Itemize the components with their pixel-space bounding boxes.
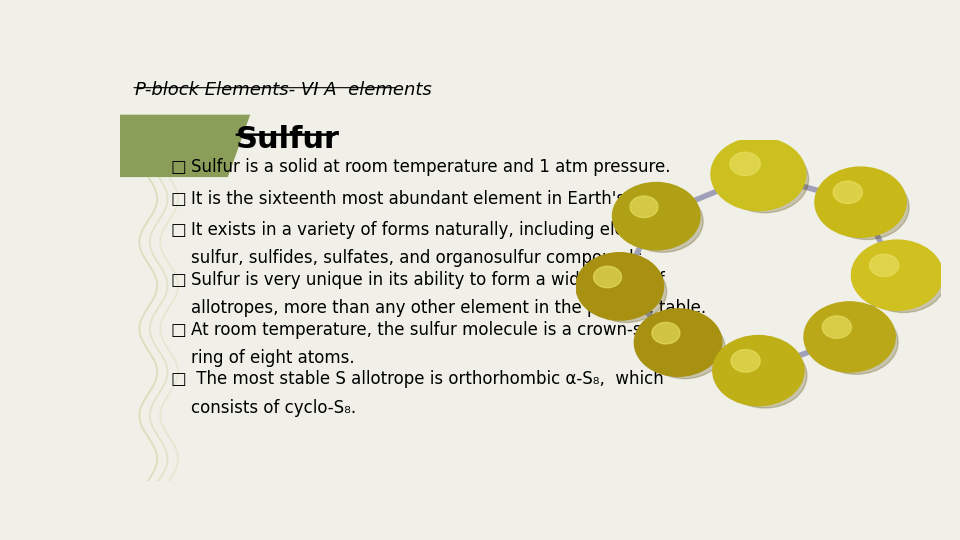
Circle shape	[711, 138, 805, 211]
Circle shape	[822, 316, 852, 339]
Text: allotropes, more than any other element in the periodic table.: allotropes, more than any other element …	[191, 299, 706, 317]
Circle shape	[635, 309, 722, 376]
Circle shape	[576, 253, 663, 320]
Circle shape	[644, 316, 725, 379]
Circle shape	[862, 248, 946, 313]
Text: □: □	[171, 321, 186, 339]
Polygon shape	[120, 114, 251, 177]
Text: consists of cyclo-S₈.: consists of cyclo-S₈.	[191, 399, 356, 417]
Circle shape	[723, 343, 807, 408]
Circle shape	[814, 310, 899, 374]
Text: At room temperature, the sulfur molecule is a crown-shaped: At room temperature, the sulfur molecule…	[191, 321, 693, 339]
Text: □: □	[171, 271, 186, 288]
Circle shape	[732, 349, 760, 372]
Text: It is the sixteenth most abundant element in Earth's crust.: It is the sixteenth most abundant elemen…	[191, 190, 677, 207]
Circle shape	[630, 196, 658, 218]
Text: □: □	[171, 221, 186, 239]
Circle shape	[586, 260, 666, 322]
Text: Sulfur is very unique in its ability to form a wide range of: Sulfur is very unique in its ability to …	[191, 271, 664, 288]
Text: Sulfur is a solid at room temperature and 1 atm pressure.: Sulfur is a solid at room temperature an…	[191, 158, 670, 177]
Text: Sulfur: Sulfur	[235, 125, 339, 154]
Circle shape	[870, 254, 899, 276]
Circle shape	[833, 181, 862, 204]
Circle shape	[730, 152, 760, 176]
Text: ring of eight atoms.: ring of eight atoms.	[191, 349, 354, 367]
Circle shape	[593, 266, 621, 288]
Circle shape	[852, 240, 943, 310]
Text: It exists in a variety of forms naturally, including elemental: It exists in a variety of forms naturall…	[191, 221, 683, 239]
Circle shape	[622, 190, 703, 252]
Text: sulfur, sulfides, sulfates, and organosulfur compounds.: sulfur, sulfides, sulfates, and organosu…	[191, 249, 647, 267]
Text: The most stable S allotrope is orthorhombic α-S₈,  which: The most stable S allotrope is orthorhom…	[191, 370, 663, 388]
Circle shape	[712, 335, 804, 406]
Circle shape	[804, 302, 895, 372]
Text: P-block Elements- VI A  elements: P-block Elements- VI A elements	[134, 82, 432, 99]
Circle shape	[652, 322, 680, 344]
Circle shape	[815, 167, 906, 237]
Text: □: □	[171, 158, 186, 177]
Circle shape	[826, 175, 909, 240]
Text: □: □	[171, 190, 186, 207]
Circle shape	[721, 146, 808, 213]
Text: □: □	[171, 370, 186, 388]
Circle shape	[612, 183, 700, 250]
